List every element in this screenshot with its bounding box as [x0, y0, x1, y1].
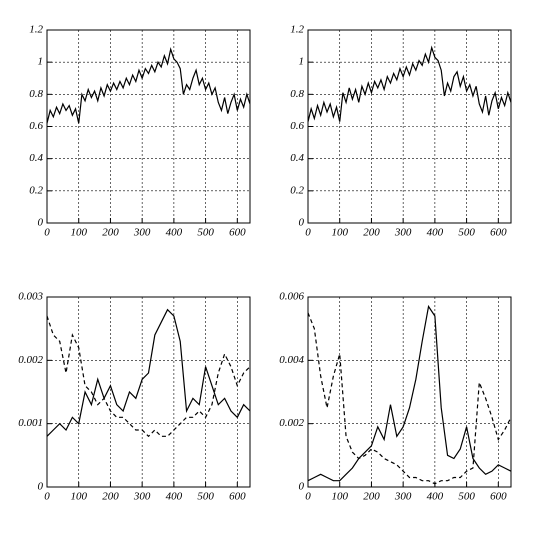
x-tick-label: 200	[363, 491, 380, 503]
y-tick-label: 0.004	[279, 354, 304, 366]
data-line	[307, 304, 512, 482]
x-tick-label: 600	[229, 491, 246, 503]
y-tick-label: 1.2	[290, 24, 304, 36]
y-tick-label: 0.2	[29, 184, 43, 196]
y-tick-label: 0	[299, 217, 305, 229]
x-tick-label: 100	[331, 491, 348, 503]
y-tick-label: 0	[38, 481, 44, 493]
data-line	[46, 47, 251, 124]
data-line	[307, 45, 512, 122]
x-tick-label: 500	[197, 491, 214, 503]
y-tick-label: 0.2	[290, 184, 304, 196]
x-tick-label: 0	[44, 491, 50, 503]
y-tick-label: 0	[38, 217, 44, 229]
y-tick-label: 0.006	[279, 291, 304, 303]
y-tick-label: 0	[299, 481, 305, 493]
y-tick-label: 0.002	[279, 417, 304, 429]
x-tick-label: 0	[305, 227, 311, 239]
y-tick-label: 0.002	[18, 354, 43, 366]
x-tick-label: 300	[394, 491, 412, 503]
data-line	[46, 315, 251, 438]
y-tick-label: 1.2	[29, 24, 43, 36]
y-tick-label: 0.8	[29, 88, 43, 100]
x-tick-label: 600	[490, 227, 507, 239]
x-tick-label: 200	[102, 491, 119, 503]
x-tick-label: 300	[133, 227, 151, 239]
x-tick-label: 600	[490, 491, 507, 503]
x-tick-label: 200	[363, 227, 380, 239]
x-tick-label: 300	[394, 227, 412, 239]
x-tick-label: 400	[166, 491, 183, 503]
plot-frame	[46, 296, 251, 488]
y-tick-label: 0.8	[290, 88, 304, 100]
x-tick-label: 400	[427, 227, 444, 239]
y-tick-label: 0.6	[290, 120, 304, 132]
x-tick-label: 400	[166, 227, 183, 239]
x-tick-label: 0	[305, 491, 311, 503]
x-tick-label: 600	[229, 227, 246, 239]
y-tick-label: 0.003	[18, 291, 43, 303]
x-tick-label: 500	[458, 227, 475, 239]
x-tick-label: 500	[197, 227, 214, 239]
x-tick-label: 400	[427, 491, 444, 503]
plot-frame	[307, 29, 512, 224]
x-tick-label: 0	[44, 227, 50, 239]
y-tick-label: 0.4	[29, 152, 43, 164]
x-tick-label: 100	[331, 227, 348, 239]
data-line	[307, 312, 512, 485]
x-tick-label: 100	[70, 491, 87, 503]
x-tick-label: 500	[458, 491, 475, 503]
y-tick-label: 0.6	[29, 120, 43, 132]
data-line	[46, 308, 251, 437]
plot-frame	[46, 29, 251, 224]
plot-frame	[307, 296, 512, 488]
x-tick-label: 100	[70, 227, 87, 239]
y-tick-label: 1	[38, 56, 44, 68]
y-tick-label: 1	[299, 56, 305, 68]
y-tick-label: 0.001	[18, 417, 43, 429]
x-tick-label: 300	[133, 491, 151, 503]
y-tick-label: 0.4	[290, 152, 304, 164]
x-tick-label: 200	[102, 227, 119, 239]
